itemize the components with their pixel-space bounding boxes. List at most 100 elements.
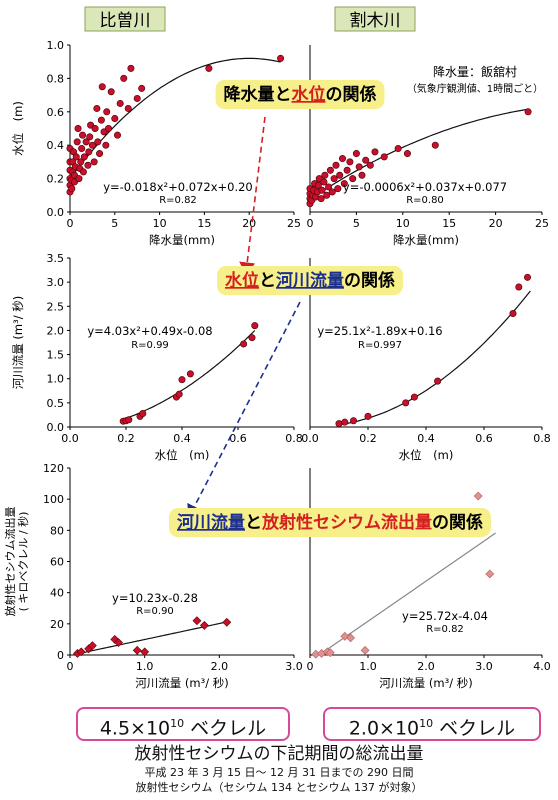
data-point xyxy=(524,108,532,116)
header-right-label: 割木川 xyxy=(350,11,401,31)
data-point xyxy=(402,399,410,407)
x-tick-label: 20 xyxy=(242,217,256,230)
data-point xyxy=(79,131,87,139)
data-point xyxy=(485,569,495,579)
x-axis-label: 河川流量 (m³/ 秒) xyxy=(135,676,228,690)
data-point xyxy=(78,145,86,153)
data-point xyxy=(335,420,343,428)
data-point xyxy=(240,340,248,348)
chart-level-flow-hiso: 0.0 0.2 0.4 0.6 0.8 水位 (m) 0.0 0.5 1.0 1.5 2.0 2.5 3… xyxy=(11,252,303,462)
y-tick-label: 0 xyxy=(57,649,64,662)
data-point xyxy=(403,150,411,158)
chart-flow-cesium-hiso: 0 1.0 2.0 3.0 河川流量 (m³/ 秒) 0 20 40 60 80 100 120 放射性… xyxy=(3,462,303,690)
data-point xyxy=(366,161,374,169)
source-note-line2: （気象庁観測値、1時間ごと） xyxy=(407,82,543,95)
x-tick-label: 0.8 xyxy=(285,432,303,445)
source-note: 降水量：飯舘村 （気象庁観測値、1時間ごと） xyxy=(407,64,543,95)
chart-flow-cesium-wariki: 0 1.0 2.0 3.0 4.0 河川流量 (m³/ 秒) y=25.72x-4.04R=… xyxy=(307,468,551,690)
data-point xyxy=(328,188,336,196)
relation-part: の関係 xyxy=(344,270,395,291)
relation-part: と xyxy=(245,513,262,533)
data-point xyxy=(186,370,194,378)
y-tick-label: 0.8 xyxy=(47,72,65,85)
relation-part: の関係 xyxy=(432,512,483,533)
data-point xyxy=(334,185,342,193)
data-point xyxy=(410,393,418,401)
x-tick-label: 15 xyxy=(442,217,456,230)
total-left-mantissa: 4.5×10 xyxy=(99,717,171,740)
relation-part: 水位 xyxy=(225,270,259,291)
data-point xyxy=(325,648,335,658)
y-tick-label: 0.5 xyxy=(47,397,65,410)
x-tick-label: 0.6 xyxy=(229,432,247,445)
data-point xyxy=(120,74,128,82)
data-point xyxy=(362,156,370,164)
y-tick-label: 0.4 xyxy=(47,139,65,152)
fit-r-value: R=0.80 xyxy=(406,195,444,206)
data-point xyxy=(124,104,132,112)
fit-curve xyxy=(309,108,529,200)
footer: 放射性セシウムの下記期間の総流出量 平成 23 年 3 月 15 日～ 12 月… xyxy=(0,743,558,795)
y-axis-label: 放射性セシウム流出量( キロベクレル / 秒) xyxy=(3,507,30,617)
fit-curve xyxy=(338,290,531,426)
data-point xyxy=(82,138,90,146)
data-point xyxy=(338,155,346,163)
data-point xyxy=(394,145,402,153)
fit-equation: y=-0.018x²+0.072x+0.20 xyxy=(103,180,253,194)
fit-r-value: R=0.99 xyxy=(131,340,169,351)
data-point xyxy=(325,183,333,191)
data-point xyxy=(178,376,186,384)
fit-curve xyxy=(321,532,496,654)
relation-part: と xyxy=(259,271,276,291)
x-tick-label: 1.0 xyxy=(136,660,154,673)
data-point xyxy=(326,166,334,174)
data-point xyxy=(314,181,322,189)
total-right-mantissa: 2.0×10 xyxy=(348,717,420,740)
data-point xyxy=(360,645,370,655)
data-point xyxy=(75,175,83,183)
data-point xyxy=(523,273,531,281)
data-point xyxy=(97,116,105,124)
data-point xyxy=(277,54,285,62)
y-tick-label: 0.6 xyxy=(47,106,65,119)
relation-2: 水位と河川流量の関係 xyxy=(217,266,403,295)
x-tick-label: 20 xyxy=(489,217,503,230)
data-point xyxy=(113,131,121,139)
data-point xyxy=(68,185,76,193)
relation-part: 水位 xyxy=(292,84,326,105)
y-tick-label: 0.0 xyxy=(47,421,65,434)
y-tick-label: 1.5 xyxy=(47,349,65,362)
total-left-exponent: 10 xyxy=(170,717,185,730)
header-left-box xyxy=(84,6,166,32)
x-axis-label: 河川流量 (m³/ 秒) xyxy=(379,676,472,690)
data-point xyxy=(139,409,147,417)
total-left-unit: ベクレル xyxy=(184,717,267,740)
header-left-label: 比曽川 xyxy=(100,11,151,31)
data-point xyxy=(320,178,328,186)
x-tick-label: 3.0 xyxy=(475,660,493,673)
x-tick-label: 0 xyxy=(307,217,314,230)
data-point xyxy=(98,83,106,91)
fit-r-value: R=0.82 xyxy=(426,624,464,635)
fit-curve xyxy=(69,57,281,179)
data-point xyxy=(127,64,135,72)
x-tick-label: 0.4 xyxy=(173,432,191,445)
y-tick-label: 1.0 xyxy=(47,39,65,52)
data-point xyxy=(199,620,209,630)
y-tick-label: 100 xyxy=(43,493,64,506)
y-tick-label: 0.0 xyxy=(47,206,65,219)
x-axis-label: 水位 (m) xyxy=(155,448,210,462)
footer-line2: 放射性セシウム（セシウム 134 とセシウム 137 が対象） xyxy=(135,781,423,794)
y-axis-label-line: 放射性セシウム流出量 xyxy=(3,507,17,617)
data-point xyxy=(318,186,326,194)
relation-text: 水位と河川流量の関係 xyxy=(225,270,395,291)
data-point xyxy=(355,163,363,171)
x-axis-label: 降水量(mm) xyxy=(393,233,459,247)
total-right-unit: ベクレル xyxy=(433,717,516,740)
chart-panels: 0 5 10 15 20 25 降水量(mm) 0.0 0.2 0.4 0.6 0.8 1.0 水位 (m… xyxy=(3,39,551,690)
data-point xyxy=(85,148,93,156)
x-tick-label: 0.4 xyxy=(417,432,435,445)
y-tick-label: 1.0 xyxy=(47,373,65,386)
y-tick-label: 0.2 xyxy=(47,173,65,186)
